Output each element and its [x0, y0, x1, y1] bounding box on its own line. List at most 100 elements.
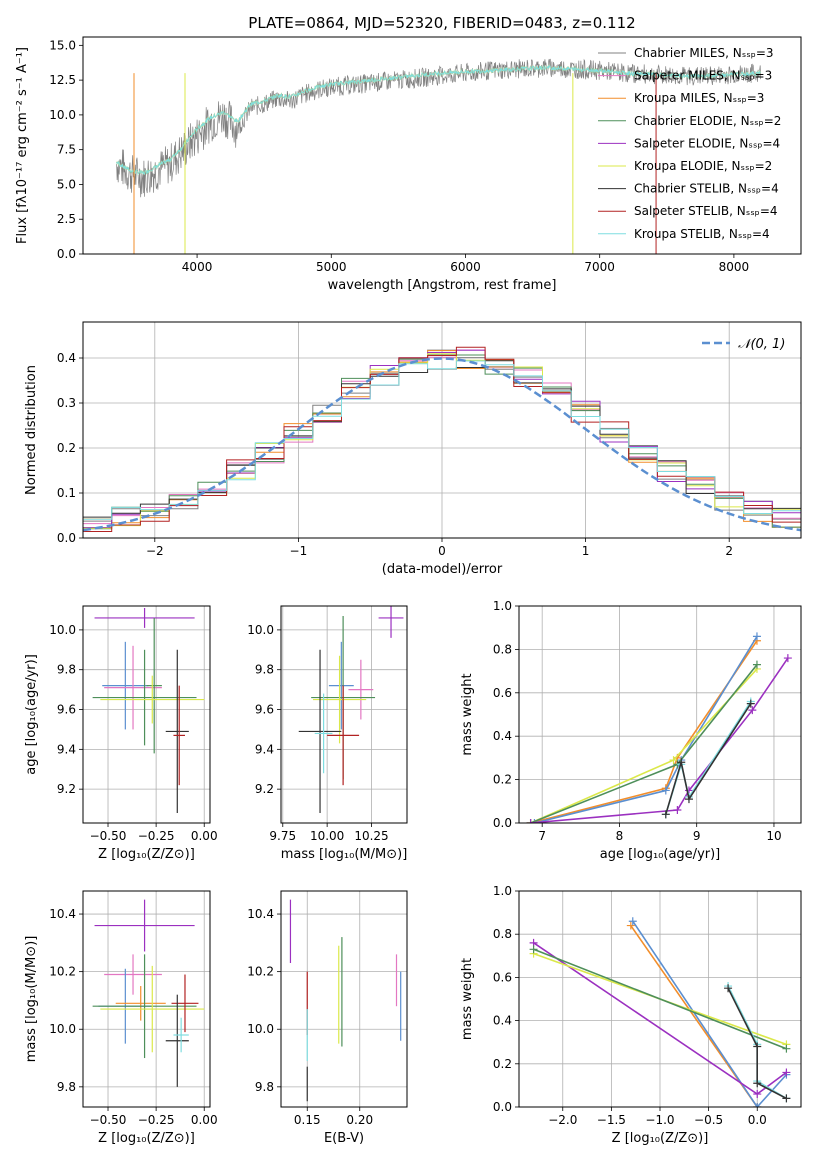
- series-marker: [661, 810, 670, 819]
- errorbar-point: [104, 954, 162, 995]
- errorbar-point: [165, 649, 189, 814]
- x-tick-label: 10.25: [354, 829, 388, 843]
- series-marker: [752, 632, 761, 641]
- series-marker: [628, 917, 637, 926]
- legend-entry: Kroupa MILES, Nₛₛₚ=3: [634, 91, 764, 105]
- x-tick-label: 1: [582, 544, 590, 558]
- x-tick-label: 9: [693, 829, 701, 843]
- plot-area: [281, 891, 407, 1107]
- x-tick-label: 8000: [719, 260, 750, 274]
- x-axis-label: mass [log₁₀(M/M⊙)]: [281, 847, 408, 862]
- series-marker: [753, 1103, 762, 1107]
- axes-frame: [518, 605, 802, 824]
- y-tick-label: 0.0: [57, 247, 76, 261]
- x-axis-label: Z [log₁₀(Z/Z⊙)]: [98, 1131, 195, 1146]
- series-line: [665, 703, 752, 815]
- errorbar-point: [102, 641, 149, 730]
- errorbar-point: [94, 899, 195, 952]
- x-tick-label: 7000: [584, 260, 615, 274]
- x-tick-label: −1.0: [645, 1113, 674, 1127]
- axes-frame: [280, 605, 408, 824]
- y-tick-label: 10.4: [49, 907, 76, 921]
- y-tick-label: 7.5: [57, 143, 76, 157]
- y-tick-label: 0.3: [57, 396, 76, 410]
- histogram-line: [83, 360, 801, 520]
- series-line: [530, 657, 789, 823]
- y-tick-label: 9.4: [255, 742, 274, 756]
- x-tick-label: −0.25: [138, 829, 175, 843]
- y-tick-label: 9.8: [255, 663, 274, 677]
- x-tick-label: −1: [290, 544, 308, 558]
- y-tick-label: 10.0: [49, 623, 76, 637]
- y-tick-label: 9.6: [255, 703, 274, 717]
- errorbar-point: [146, 617, 162, 754]
- y-tick-label: 9.8: [57, 663, 76, 677]
- normal-pdf-curve: [83, 357, 801, 532]
- x-tick-label: 6000: [450, 260, 481, 274]
- x-tick-label: −0.25: [138, 1113, 175, 1127]
- residual-legend: 𝒩(0, 1): [702, 337, 785, 352]
- errorbar-point: [348, 659, 374, 720]
- series-marker: [684, 795, 693, 804]
- errorbar-point: [173, 1017, 189, 1053]
- axes-frame: [82, 605, 211, 824]
- y-tick-label: 10.0: [49, 1022, 76, 1036]
- y-tick-label: 10.0: [49, 108, 76, 122]
- y-tick-label: 10.0: [247, 1022, 274, 1036]
- series-marker: [661, 786, 670, 795]
- spectrum-model-line: [116, 64, 761, 176]
- y-tick-label: 10.2: [49, 965, 76, 979]
- y-tick-label: 12.5: [49, 73, 76, 87]
- panel-spectrum: 4000 5000 6000 7000 8000 0.0 2.5 5.0 7.5 10.0 12.5…: [15, 36, 802, 293]
- x-tick-label: 0.00: [191, 1113, 218, 1127]
- series-marker: [677, 758, 686, 767]
- series-marker: [753, 1079, 762, 1088]
- plot-area: [519, 606, 801, 823]
- y-axis-label: Normed distribution: [24, 365, 39, 495]
- errorbar-point: [314, 693, 333, 774]
- y-tick-label: 2.5: [57, 212, 76, 226]
- panel-mass-weight-vs-z: −2.0 −1.5 −1.0 −0.5 0.0 0.0 0.2 0.4 0.6 0.8 1.0 Z […: [460, 884, 802, 1146]
- y-tick-label: 0.6: [493, 686, 512, 700]
- axes-frame: [280, 890, 408, 1108]
- y-tick-label: 0.2: [493, 1057, 512, 1071]
- plot-area: [519, 891, 801, 1107]
- legend-entry: Chabrier STELIB, Nₛₛₚ=4: [634, 182, 779, 196]
- x-tick-label: −0.50: [90, 829, 127, 843]
- series-marker: [782, 1094, 791, 1103]
- series-line: [632, 920, 787, 1107]
- x-tick-label: 10: [766, 829, 781, 843]
- y-tick-label: 0.8: [493, 927, 512, 941]
- y-axis-label: mass weight: [460, 958, 475, 1040]
- series-marker: [782, 1068, 791, 1077]
- legend-entry: 𝒩(0, 1): [738, 337, 785, 352]
- y-tick-label: 9.4: [57, 742, 76, 756]
- y-axis-label: Flux [fλ10⁻¹⁷ erg cm⁻² s⁻¹ A⁻¹]: [15, 47, 30, 244]
- x-axis-label: age [log₁₀(age/yr)]: [600, 847, 721, 862]
- y-tick-label: 0.4: [57, 351, 76, 365]
- x-tick-label: 0.0: [748, 1113, 767, 1127]
- errorbar-point: [104, 645, 162, 730]
- errorbar-point: [173, 685, 185, 786]
- errorbar-point: [328, 641, 354, 730]
- y-tick-label: 10.2: [247, 965, 274, 979]
- spectrum-data-line: [116, 58, 762, 198]
- series-marker: [724, 984, 733, 993]
- x-tick-label: 8: [616, 829, 624, 843]
- legend-entry: Salpeter STELIB, Nₛₛₚ=4: [634, 204, 778, 218]
- series-marker: [753, 1042, 762, 1051]
- x-tick-label: −0.50: [90, 1113, 127, 1127]
- y-tick-label: 15.0: [49, 38, 76, 52]
- errorbar-point: [100, 675, 205, 724]
- y-axis-label: age [log₁₀(age/yr)]: [24, 654, 39, 775]
- errorbar-point: [115, 986, 166, 1021]
- histogram-line: [83, 346, 801, 532]
- series-marker: [783, 654, 792, 663]
- x-tick-label: 5000: [316, 260, 347, 274]
- series-marker: [529, 945, 538, 954]
- series-marker: [746, 699, 755, 708]
- series-marker: [753, 1090, 762, 1099]
- series-line: [530, 640, 758, 823]
- y-tick-label: 9.2: [255, 782, 274, 796]
- y-tick-label: 0.8: [493, 642, 512, 656]
